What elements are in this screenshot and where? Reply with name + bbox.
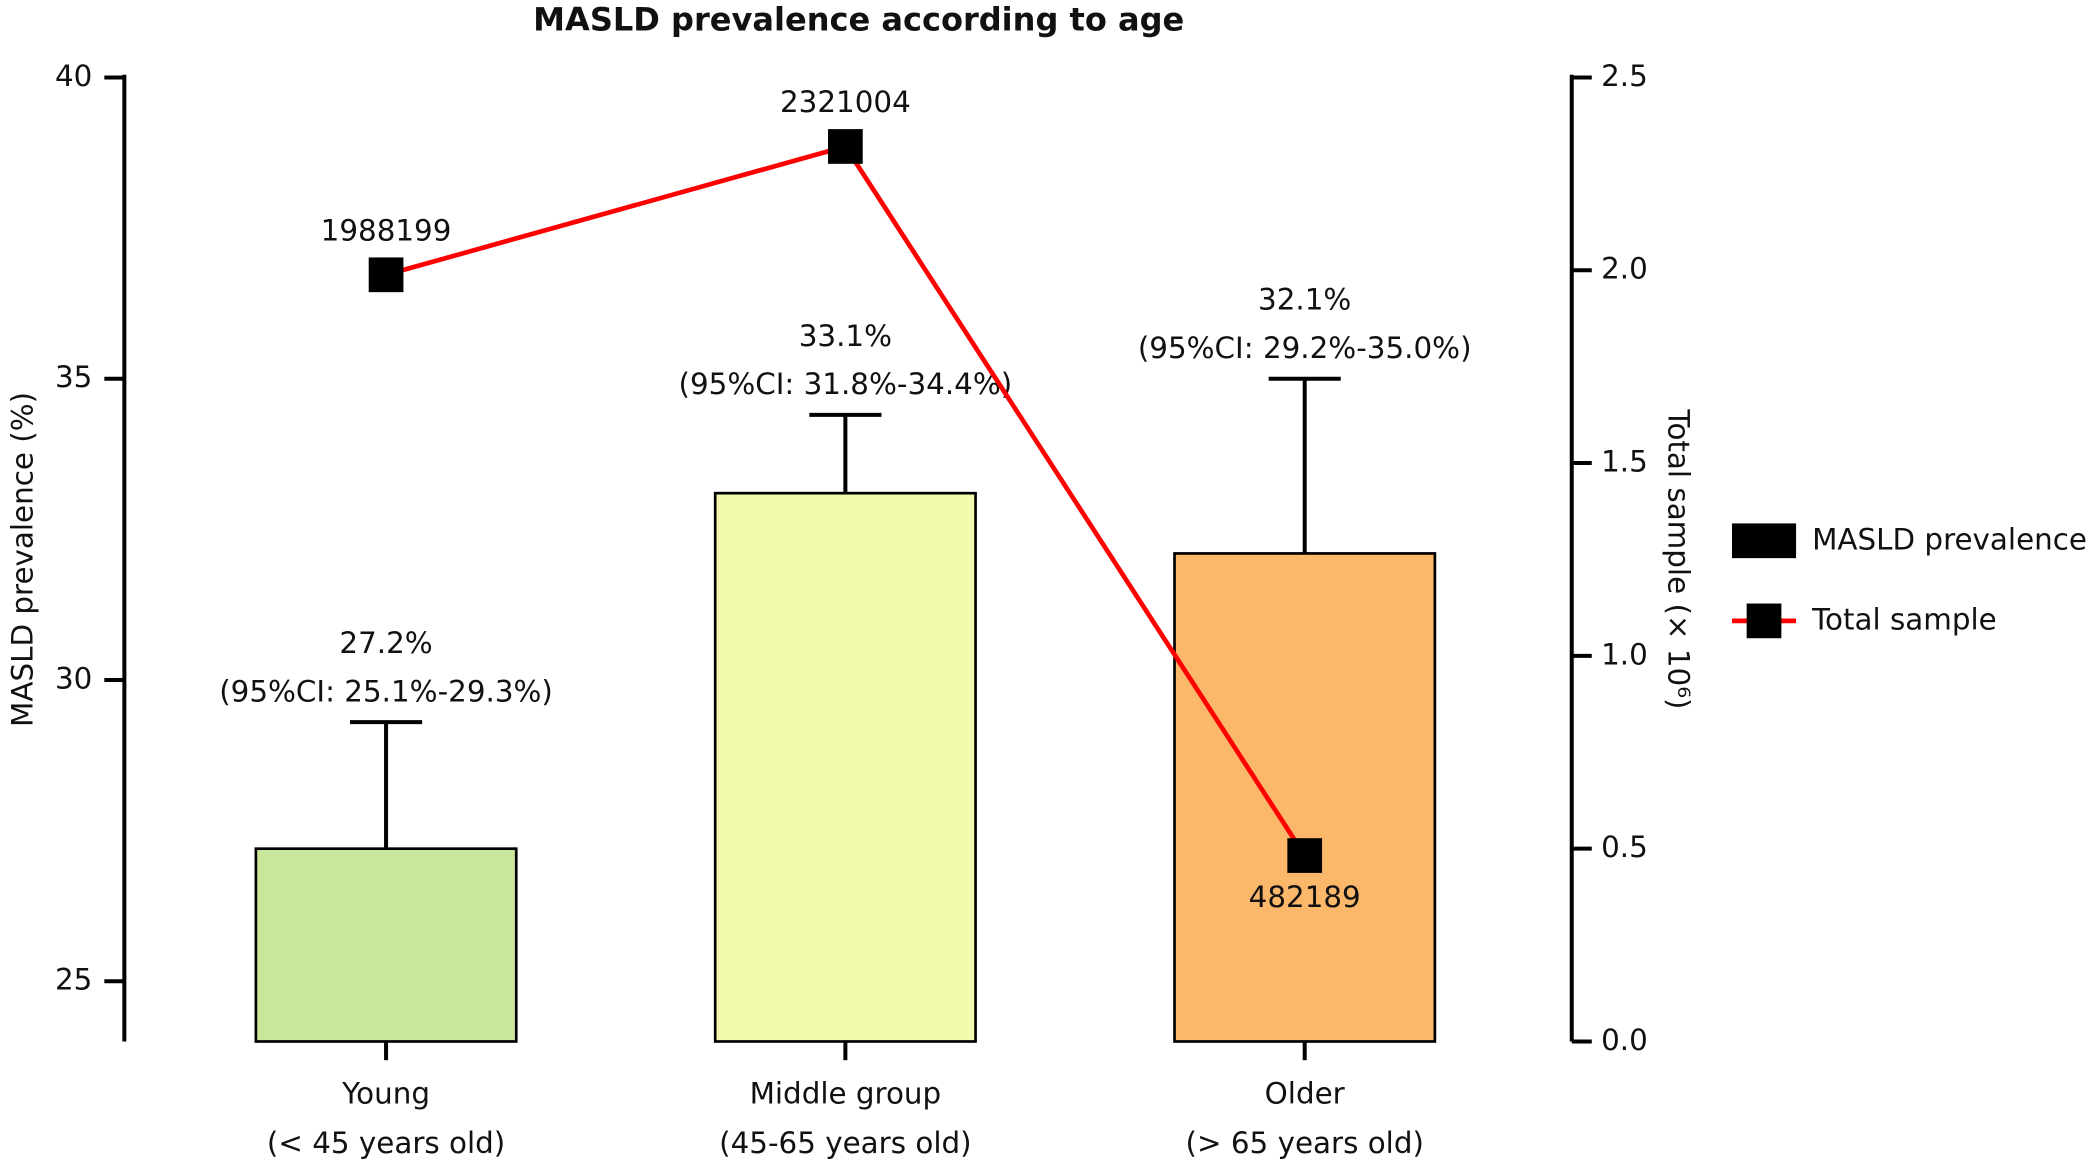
legend-swatch <box>1746 603 1782 639</box>
value-label: 1988199 <box>321 214 452 248</box>
y2-tick-label: 1.0 <box>1601 637 1648 671</box>
y2-tick-label: 2.5 <box>1601 59 1648 93</box>
ci-label: (95%CI: 25.1%-29.3%) <box>219 674 553 708</box>
x-tick-label: Middle group <box>750 1076 942 1110</box>
legend-label: MASLD prevalence <box>1812 522 2087 556</box>
y-tick-label: 35 <box>55 360 92 394</box>
marker <box>1287 838 1323 873</box>
legend-swatch <box>1731 523 1797 559</box>
chart-title: MASLD prevalence according to age <box>533 0 1184 38</box>
value-label: 32.1% <box>1258 283 1351 317</box>
legend-label: Total sample <box>1811 602 1997 636</box>
bar <box>1173 552 1437 1043</box>
bar <box>713 491 977 1043</box>
x-tick-label: Older <box>1265 1076 1346 1110</box>
y2-tick-label: 2.0 <box>1601 252 1648 286</box>
value-label: 482189 <box>1249 880 1361 914</box>
x-tick-label: (> 65 years old) <box>1185 1126 1423 1160</box>
ci-label: (95%CI: 31.8%-34.4%) <box>679 367 1013 401</box>
value-label: 27.2% <box>339 626 432 660</box>
ci-label: (95%CI: 29.2%-35.0%) <box>1138 331 1472 365</box>
value-label: 2321004 <box>780 85 911 119</box>
y-tick-label: 40 <box>55 59 92 93</box>
x-tick-label: (45-65 years old) <box>719 1126 971 1160</box>
y-tick-label: 30 <box>55 661 92 695</box>
marker <box>368 257 404 293</box>
value-label: 33.1% <box>799 319 892 353</box>
marker <box>828 129 863 164</box>
y-axis-label: MASLD prevalence (%) <box>6 392 40 727</box>
y2-tick-label: 0.0 <box>1601 1023 1648 1057</box>
bar <box>254 847 518 1043</box>
y-tick-label: 25 <box>55 963 92 997</box>
y2-axis-label: Total sample (× 10⁶) <box>1662 408 1696 709</box>
x-tick-label: Young <box>341 1076 430 1110</box>
y2-tick-label: 0.5 <box>1601 830 1648 864</box>
x-tick-label: (< 45 years old) <box>267 1126 505 1160</box>
y2-tick-label: 1.5 <box>1601 445 1648 479</box>
